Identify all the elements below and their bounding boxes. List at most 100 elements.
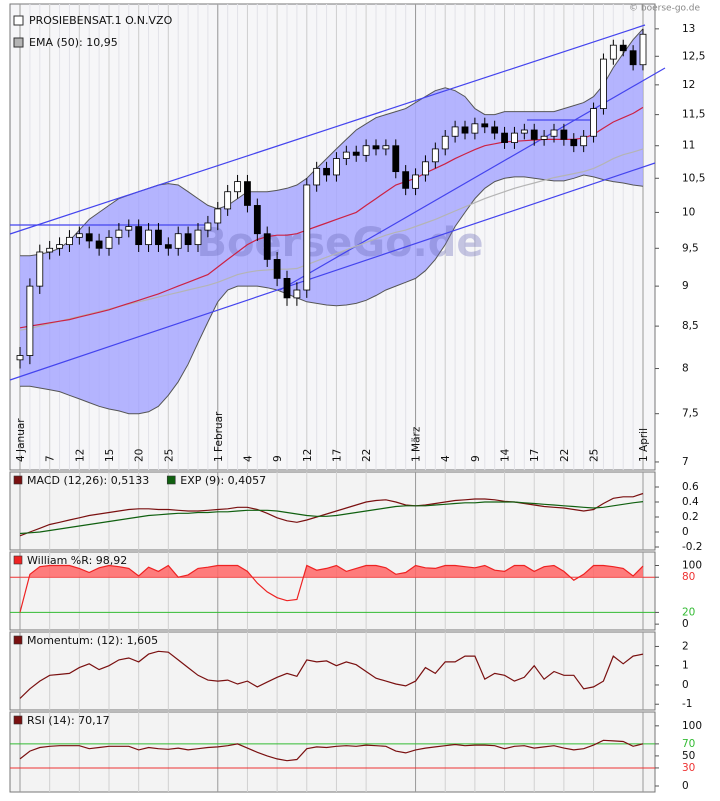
candle-body xyxy=(125,226,133,231)
candle-body xyxy=(412,174,419,189)
y-tick-label: 20 xyxy=(682,606,695,618)
candle-body xyxy=(16,355,24,361)
legend-label: William %R: 98,92 xyxy=(27,554,127,567)
y-tick-label: 8,5 xyxy=(682,320,699,332)
candle-body xyxy=(174,233,182,249)
y-tick-label: 7,5 xyxy=(682,408,699,420)
line xyxy=(19,650,644,699)
candle-body xyxy=(323,167,330,176)
candle-body xyxy=(283,277,291,299)
y-tick-label: 10 xyxy=(682,206,695,218)
candle-body xyxy=(333,158,340,176)
candle-body xyxy=(85,233,93,242)
y-tick-label: 50 xyxy=(682,750,695,762)
x-tick-label: 25 xyxy=(589,449,601,462)
legend-swatch xyxy=(13,635,23,645)
x-tick-label: 4 xyxy=(242,455,254,462)
x-tick-label: 9 xyxy=(470,455,482,462)
legend-swatch xyxy=(13,37,24,48)
line xyxy=(19,501,644,535)
x-tick-label: 17 xyxy=(529,449,541,462)
candle-body xyxy=(619,44,627,52)
y-tick-label: 7 xyxy=(682,456,689,468)
watermark: BoerseGo.de xyxy=(196,220,483,266)
y-tick-label: 100 xyxy=(682,559,702,571)
y-tick-label: 11 xyxy=(682,140,695,152)
candle-body xyxy=(164,244,172,249)
legend-swatch xyxy=(13,475,23,485)
candle-body xyxy=(263,233,271,260)
candle-body xyxy=(550,129,558,137)
candle-body xyxy=(56,244,63,249)
x-tick-label: 25 xyxy=(163,449,175,462)
legend-label: MACD (12,26): 0,5133 xyxy=(27,474,149,487)
candle-body xyxy=(352,151,360,156)
candle-body xyxy=(600,58,607,109)
legend-swatch xyxy=(13,555,23,565)
candle-body xyxy=(441,135,449,150)
plot-area xyxy=(9,631,656,711)
candle-body xyxy=(431,148,439,163)
candle-body xyxy=(639,33,647,66)
plot-area xyxy=(9,551,656,631)
y-tick-label: 0 xyxy=(682,618,689,630)
candle-body xyxy=(36,251,44,287)
trend-line xyxy=(9,162,656,381)
line xyxy=(19,492,644,537)
candle-body xyxy=(204,222,212,231)
x-tick-label: 4 xyxy=(440,455,452,462)
line xyxy=(19,739,644,762)
y-tick-label: 9 xyxy=(682,280,689,292)
candle-body xyxy=(501,132,508,143)
candle-body xyxy=(530,129,538,140)
x-tick-label: 22 xyxy=(559,449,571,462)
copyright: © boerse-go.de xyxy=(629,4,700,14)
candle-body xyxy=(293,289,301,299)
candle-body xyxy=(570,138,578,147)
candle-body xyxy=(313,167,321,186)
candle-body xyxy=(184,233,192,246)
candle-body xyxy=(105,236,113,249)
candle-body xyxy=(75,233,83,238)
y-tick-label: 12 xyxy=(682,79,695,91)
x-tick-label: 17 xyxy=(331,449,343,462)
x-tick-label: 4 Januar xyxy=(15,418,27,462)
candle-body xyxy=(382,145,390,150)
x-tick-label: 9 xyxy=(272,455,284,462)
trend-line xyxy=(9,24,646,235)
candle-body xyxy=(471,123,479,134)
candle-body xyxy=(66,236,73,246)
y-tick-label: 9,5 xyxy=(682,242,699,254)
y-tick-label: 100 xyxy=(682,720,702,732)
candle-body xyxy=(540,135,548,140)
x-tick-label: 14 xyxy=(500,448,512,462)
legend-label: RSI (14): 70,17 xyxy=(27,714,110,727)
legend-swatch xyxy=(166,475,176,485)
candle-body xyxy=(392,145,400,173)
candle-body xyxy=(372,145,380,150)
y-tick-label: 30 xyxy=(682,762,695,774)
y-tick-label: 80 xyxy=(682,571,695,583)
x-tick-label: 1 Februar xyxy=(213,411,225,462)
legend-label: Momentum: (12): 1,605 xyxy=(27,634,158,647)
candle-body xyxy=(520,129,528,134)
candle-body xyxy=(362,145,370,156)
candle-body xyxy=(46,247,54,253)
y-tick-label: 70 xyxy=(682,738,695,750)
y-tick-label: 13 xyxy=(682,23,695,35)
candle-body xyxy=(214,208,222,224)
candle-body xyxy=(234,181,241,193)
line xyxy=(19,106,644,329)
legend-label: EMA (50): 10,95 xyxy=(29,36,118,49)
legend-swatch xyxy=(13,15,24,26)
candle-body xyxy=(422,161,429,176)
y-tick-label: 12,5 xyxy=(682,50,705,62)
y-tick-label: 0.2 xyxy=(682,511,699,523)
candle-body xyxy=(115,229,123,238)
candle-body xyxy=(224,191,232,210)
y-tick-label: -0.2 xyxy=(682,541,703,553)
candle-body xyxy=(303,184,311,291)
y-tick-label: 0.6 xyxy=(682,481,699,493)
candle-body xyxy=(461,126,469,134)
